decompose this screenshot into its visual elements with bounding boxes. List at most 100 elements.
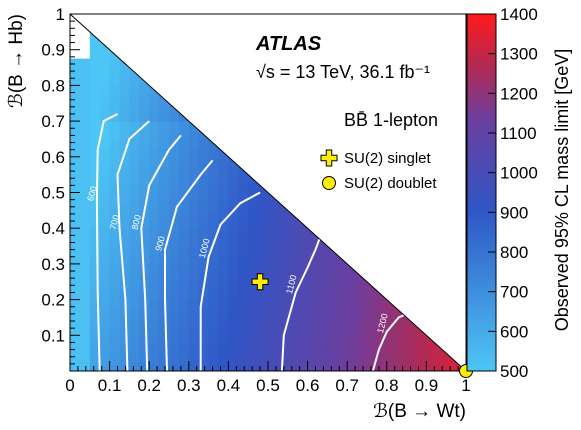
heatmap-cell xyxy=(248,344,259,354)
heatmap-cell xyxy=(129,228,140,238)
heatmap-cell xyxy=(119,272,130,283)
heatmap-cell xyxy=(99,192,111,203)
heatmap-cell xyxy=(79,121,91,131)
heatmap-cell xyxy=(277,326,289,336)
heatmap-cell xyxy=(109,353,121,363)
heatmap-cell xyxy=(169,281,180,292)
heatmap-cell xyxy=(248,317,259,327)
heatmap-cell xyxy=(70,76,81,86)
contour-label-1100: 1100 xyxy=(284,274,299,295)
heatmap-cell xyxy=(169,344,180,354)
heatmap-cell xyxy=(297,263,309,274)
heatmap-cell xyxy=(119,67,130,78)
heatmap-cell xyxy=(367,272,378,283)
heatmap-cell xyxy=(149,353,160,363)
heatmap-cell xyxy=(79,326,91,336)
heatmap-cell xyxy=(139,130,150,140)
y-tick-label: 0.5 xyxy=(41,184,65,203)
heatmap-cell xyxy=(89,263,101,274)
heatmap-cell xyxy=(139,156,150,167)
heatmap-cell xyxy=(208,228,220,238)
heatmap-cell xyxy=(218,290,229,301)
heatmap-cell xyxy=(109,210,121,220)
heatmap-cell xyxy=(70,67,81,78)
heatmap-cell xyxy=(188,165,200,176)
heatmap-cell xyxy=(218,183,229,194)
heatmap-cell xyxy=(248,201,259,211)
heatmap-cell xyxy=(89,183,101,194)
heatmap-cell xyxy=(149,76,160,86)
heatmap-cell xyxy=(99,165,111,176)
heatmap-cell xyxy=(198,219,210,229)
heatmap-cell xyxy=(169,254,180,265)
heatmap-cell xyxy=(139,192,150,203)
heatmap-cell xyxy=(436,362,447,371)
heatmap-cell xyxy=(99,201,111,211)
heatmap-cell xyxy=(208,263,220,274)
x-tick-label: 0.8 xyxy=(375,376,399,395)
heatmap-cell xyxy=(129,290,140,301)
x-tick-label: 0.7 xyxy=(335,376,359,395)
heatmap-cell xyxy=(149,317,160,327)
heatmap-cell xyxy=(208,130,220,140)
heatmap-cell xyxy=(70,299,81,310)
heatmap-cell xyxy=(367,317,378,327)
heatmap-cell xyxy=(297,290,309,301)
heatmap-cell xyxy=(99,281,111,292)
heatmap-cell xyxy=(208,210,220,220)
heatmap-cell xyxy=(119,237,130,247)
heatmap-cell xyxy=(169,130,180,140)
y-tick-label: 0.3 xyxy=(41,255,65,274)
heatmap-cell xyxy=(188,130,200,140)
heatmap-cell xyxy=(248,272,259,283)
heatmap-cell xyxy=(99,246,111,256)
heatmap-cell xyxy=(188,246,200,256)
heatmap-cell xyxy=(426,326,437,336)
heatmap-cell xyxy=(89,246,101,256)
heatmap-cell xyxy=(317,326,328,336)
heatmap-cell xyxy=(268,344,279,354)
heatmap-cell xyxy=(287,237,299,247)
heatmap-cell xyxy=(268,353,279,363)
heatmap-cell xyxy=(198,290,210,301)
heatmap-cell xyxy=(436,353,447,363)
heatmap-cell xyxy=(159,210,170,220)
heatmap-cell xyxy=(238,228,249,238)
heatmap-cell xyxy=(119,49,130,60)
heatmap-cell xyxy=(119,344,130,354)
heatmap-cell xyxy=(119,85,130,95)
heatmap-cell xyxy=(297,281,309,292)
heatmap-cell xyxy=(178,156,190,167)
heatmap-cell xyxy=(79,290,91,301)
heatmap-cell xyxy=(347,281,358,292)
heatmap-cell xyxy=(238,254,249,265)
heatmap-cell xyxy=(70,174,81,185)
heatmap-cell xyxy=(228,263,239,274)
heatmap-cell xyxy=(238,210,249,220)
heatmap-cell xyxy=(139,103,150,113)
heatmap-cell xyxy=(357,299,368,310)
heatmap-cell xyxy=(357,326,368,336)
heatmap-cell xyxy=(386,362,398,371)
heatmap-cell xyxy=(89,58,101,69)
heatmap-cell xyxy=(208,165,220,176)
heatmap-cell xyxy=(268,272,279,283)
heatmap-cell xyxy=(109,130,121,140)
heatmap-cell xyxy=(198,147,210,158)
heatmap-cell xyxy=(178,147,190,158)
heatmap-cell xyxy=(218,228,229,238)
heatmap-cell xyxy=(297,344,309,354)
heatmap-cell xyxy=(198,183,210,194)
heatmap-cell xyxy=(149,272,160,283)
heatmap-cell xyxy=(159,362,170,371)
heatmap-cell xyxy=(277,299,289,310)
heatmap-cell xyxy=(79,94,91,104)
heatmap-cell xyxy=(169,326,180,336)
heatmap-cell xyxy=(396,326,408,336)
contour-600 xyxy=(95,113,118,372)
heatmap-cell xyxy=(347,272,358,283)
heatmap-cell xyxy=(347,290,358,301)
heatmap-cell xyxy=(317,344,328,354)
heatmap-cell xyxy=(109,219,121,229)
heatmap-cell xyxy=(208,308,220,319)
